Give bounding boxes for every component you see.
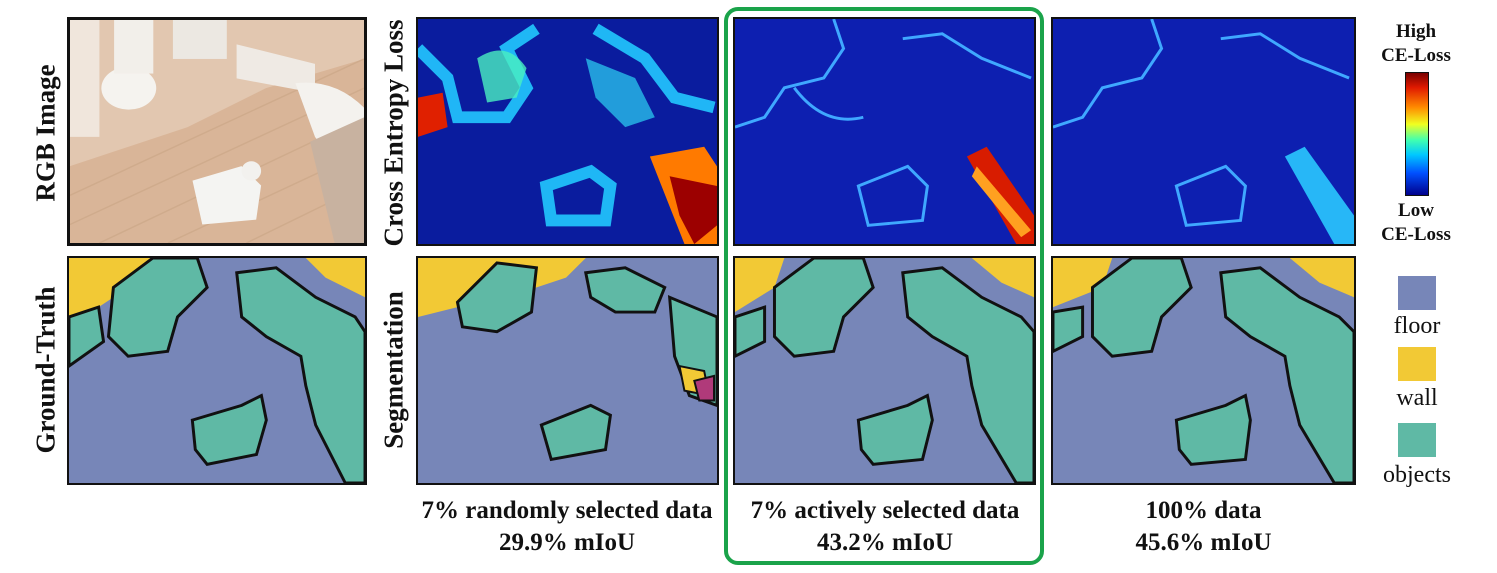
caption-active-setting: 7% actively selected data [750,497,1020,524]
caption-full-setting: 100% data [1145,497,1262,524]
legend-swatch-floor [1398,276,1436,310]
ground-truth-map [69,258,365,483]
colorbar-low-label: Low CE-Loss [1381,200,1451,245]
caption-active-miou: 43.2% mIoU [816,529,954,556]
active-selection-highlight [724,7,1044,565]
legend-swatch-objects [1398,423,1436,457]
segmentation-random-panel [416,256,719,485]
ce-loss-random-panel [416,17,719,246]
caption-active: 7% actively selected data 43.2% mIoU [730,495,1040,559]
colorbar-high-label: High CE-Loss [1381,21,1451,66]
segmentation-active-map [735,258,1034,483]
row-label-ground-truth: Ground-Truth [30,286,61,454]
caption-random-setting: 7% randomly selected data [421,497,713,524]
row-label-cross-entropy-loss: Cross Entropy Loss [378,19,409,247]
row-label-segmentation: Segmentation [378,291,409,449]
rgb-image-panel [67,17,367,246]
ce-loss-active-heatmap [735,19,1034,244]
ce-loss-full-heatmap [1053,19,1354,244]
legend-label-floor: floor [1393,313,1441,339]
ground-truth-panel [67,256,367,485]
legend-label-objects: objects [1383,462,1451,488]
row-label-rgb-image: RGB Image [30,64,61,202]
segmentation-random-map [418,258,717,483]
bathroom-photo [70,20,364,243]
caption-random-miou: 29.9% mIoU [498,529,636,556]
ce-loss-random-heatmap [418,19,717,244]
ce-loss-colorbar [1405,72,1429,196]
ce-loss-active-panel [733,17,1036,246]
caption-full: 100% data 45.6% mIoU [1051,495,1356,559]
ce-loss-full-panel [1051,17,1356,246]
caption-random: 7% randomly selected data 29.9% mIoU [406,495,728,559]
caption-full-miou: 45.6% mIoU [1135,529,1272,556]
legend-swatch-wall [1398,347,1436,381]
segmentation-active-panel [733,256,1036,485]
legend-label-wall: wall [1396,385,1438,411]
segmentation-full-map [1053,258,1354,483]
segmentation-full-panel [1051,256,1356,485]
